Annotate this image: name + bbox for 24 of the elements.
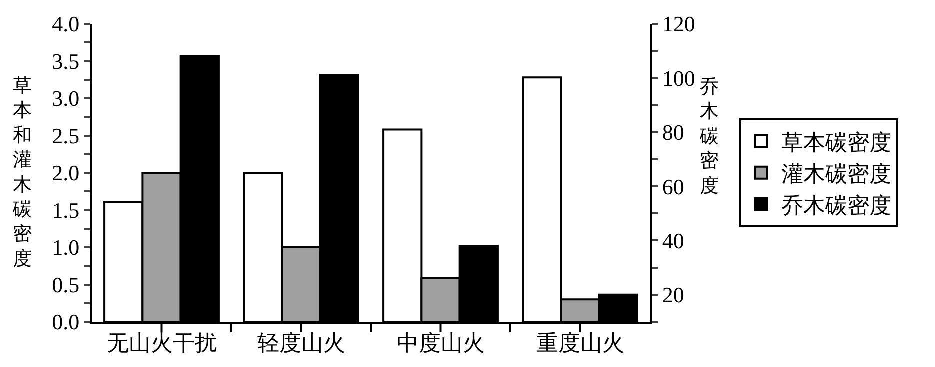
y2-tick-label: 120 <box>662 12 696 37</box>
y2-tick-label: 20 <box>662 282 684 308</box>
y-tick-label: 4.0 <box>52 12 80 37</box>
y2-tick-label: 100 <box>662 66 696 91</box>
y-tick-label: 1.5 <box>52 198 80 223</box>
y-tick-label: 3.5 <box>52 48 80 74</box>
y-tick-label: 2.5 <box>52 123 80 148</box>
y-tick-label: 3.0 <box>52 86 80 112</box>
x-tick-label: 轻度山火 <box>257 330 346 356</box>
y-axis-title: 草本和灌木碳密度 <box>12 76 32 270</box>
y-tick-label: 1.0 <box>52 235 80 260</box>
legend-label: 灌木碳密度 <box>781 161 892 186</box>
x-tick-label: 无山火干扰 <box>106 330 217 356</box>
x-tick-label: 重度山火 <box>536 330 624 356</box>
y-tick-label: 2.0 <box>52 160 80 186</box>
y2-tick-label: 60 <box>662 174 684 200</box>
y2-axis-title: 乔木碳密度 <box>699 77 719 197</box>
x-tick-label: 中度山火 <box>396 330 485 356</box>
legend-label: 草本碳密度 <box>781 130 892 155</box>
y2-tick-label: 40 <box>662 228 684 254</box>
y-tick-label: 0.0 <box>52 310 80 335</box>
y-tick-label: 0.5 <box>52 272 80 298</box>
legend-label: 乔木碳密度 <box>781 193 892 218</box>
y2-tick-label: 80 <box>662 120 684 146</box>
